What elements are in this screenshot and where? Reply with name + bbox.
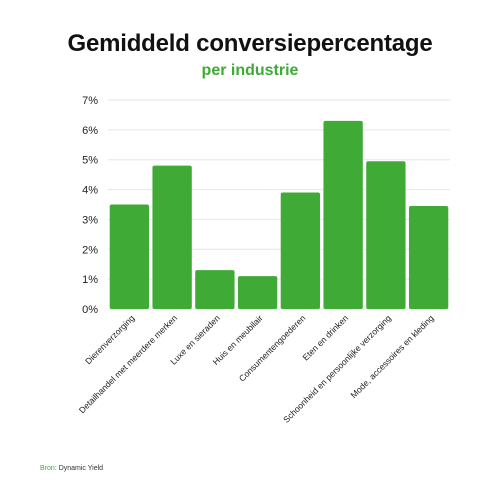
- y-tick-label: 2%: [82, 244, 98, 256]
- bars: [109, 120, 449, 310]
- bar: [237, 276, 278, 309]
- y-tick-label: 5%: [82, 155, 98, 167]
- x-tick-label: Mode, accessoires en kleding: [349, 313, 436, 400]
- chart-title: Gemiddeld conversiepercentage: [67, 30, 433, 57]
- chart-subtitle: per industrie: [201, 62, 299, 79]
- bar: [408, 205, 449, 309]
- source-note: Bron: Dynamic Yield: [40, 465, 103, 472]
- y-tick-label: 7%: [82, 95, 98, 107]
- y-tick-label: 4%: [82, 185, 98, 197]
- y-tick-label: 3%: [82, 214, 98, 226]
- y-axis-ticks: 0% 1% 2% 3% 4% 5% 6% 7%: [82, 95, 98, 316]
- bar: [280, 192, 321, 309]
- bar: [366, 161, 406, 309]
- bar: [152, 165, 192, 309]
- bar: [109, 204, 150, 309]
- y-tick-label: 1%: [82, 274, 98, 286]
- source-label: Bron:: [40, 465, 57, 472]
- y-tick-label: 0%: [82, 304, 98, 316]
- bar: [195, 270, 235, 309]
- bar: [323, 120, 363, 310]
- y-tick-label: 6%: [82, 125, 98, 137]
- source-text: Dynamic Yield: [58, 465, 104, 472]
